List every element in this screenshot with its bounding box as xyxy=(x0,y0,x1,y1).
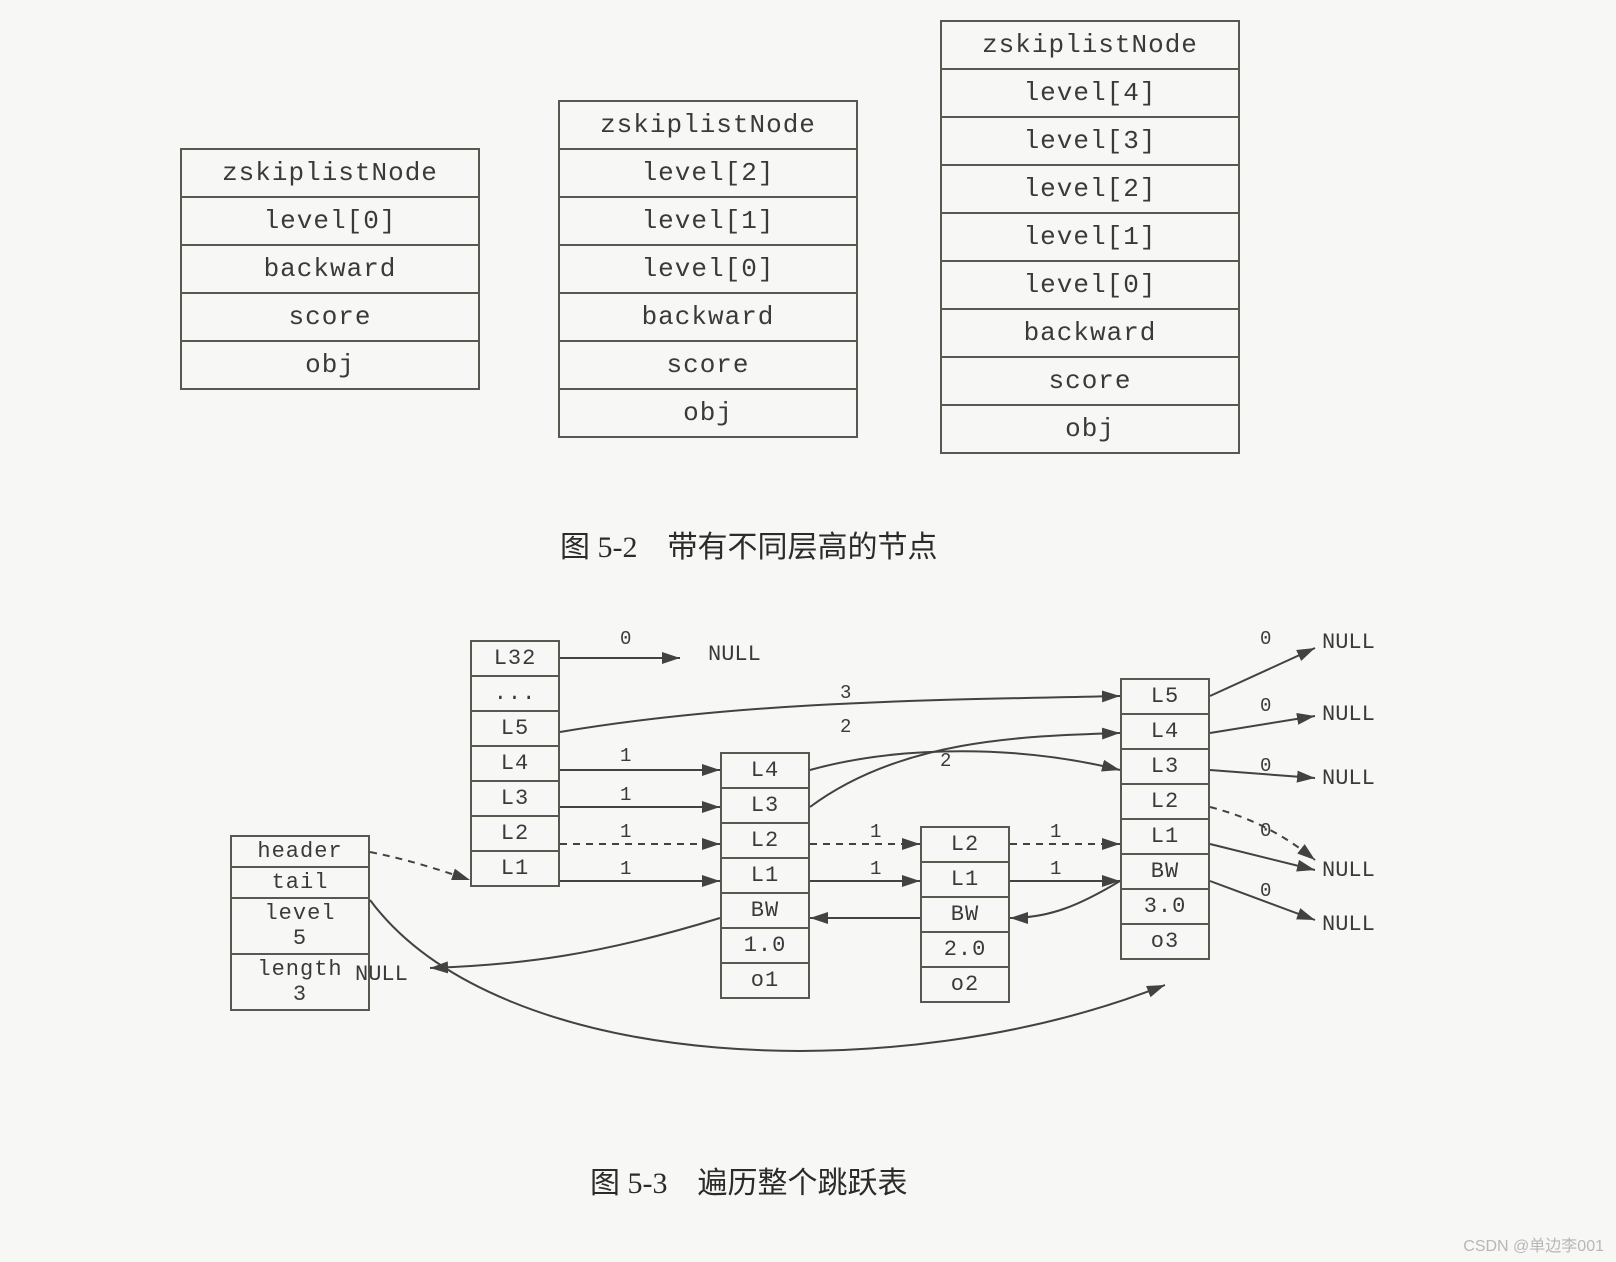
fig53-header-node: L32...L5L4L3L2L1 xyxy=(470,640,560,887)
fig52-cell: score xyxy=(181,293,479,341)
fig53-cell: L1 xyxy=(921,862,1009,897)
fig53-cell: L2 xyxy=(721,823,809,858)
edge-num: 1 xyxy=(870,858,881,880)
fig52-cell: level[4] xyxy=(941,69,1239,117)
null-label: NULL xyxy=(355,962,408,987)
fig52-node-2: zskiplistNodelevel[4]level[3]level[2]lev… xyxy=(940,20,1240,454)
fig52-cell: level[1] xyxy=(559,197,857,245)
fig52-node-1-body: zskiplistNodelevel[2]level[1]level[0]bac… xyxy=(559,101,857,437)
listbox-level: level5 xyxy=(231,898,369,954)
fig53-cell: ... xyxy=(471,676,559,711)
null-label: NULL xyxy=(1322,630,1375,655)
fig53-cell: L4 xyxy=(471,746,559,781)
watermark: CSDN @单边李001 xyxy=(1463,1232,1604,1256)
fig53-cell: L3 xyxy=(1121,749,1209,784)
fig52-cell: zskiplistNode xyxy=(181,149,479,197)
fig53-cell: 2.0 xyxy=(921,932,1009,967)
edge-num: 0 xyxy=(1260,820,1271,842)
listbox-tail: tail xyxy=(231,867,369,898)
fig52-node-1: zskiplistNodelevel[2]level[1]level[0]bac… xyxy=(558,100,858,438)
fig53-cell: L5 xyxy=(471,711,559,746)
fig53-cell: L2 xyxy=(471,816,559,851)
fig52-cell: zskiplistNode xyxy=(559,101,857,149)
fig52-cell: backward xyxy=(941,309,1239,357)
fig52-caption: 图 5-2 带有不同层高的节点 xyxy=(560,522,938,566)
fig53-cell: BW xyxy=(1121,854,1209,889)
edge-num: 2 xyxy=(840,716,851,738)
fig52-cell: backward xyxy=(181,245,479,293)
fig53-header-node-body: L32...L5L4L3L2L1 xyxy=(471,641,559,886)
fig52-cell: obj xyxy=(941,405,1239,453)
edge-num: 1 xyxy=(620,745,631,767)
edge-num: 0 xyxy=(1260,755,1271,777)
fig52-cell: zskiplistNode xyxy=(941,21,1239,69)
edge-num: 1 xyxy=(620,858,631,880)
fig53-node-0: L4L3L2L1BW1.0o1 xyxy=(720,752,810,999)
fig52-cell: level[3] xyxy=(941,117,1239,165)
edge-num: 0 xyxy=(1260,880,1271,902)
fig52-cell: level[0] xyxy=(941,261,1239,309)
fig53-node-1: L2L1BW2.0o2 xyxy=(920,826,1010,1003)
fig53-cell: L1 xyxy=(721,858,809,893)
fig53-cell: L1 xyxy=(1121,819,1209,854)
fig52-node-0: zskiplistNodelevel[0]backwardscoreobj xyxy=(180,148,480,390)
fig52-cell: obj xyxy=(181,341,479,389)
edge-num: 0 xyxy=(620,628,631,650)
fig53-cell: 3.0 xyxy=(1121,889,1209,924)
edge-num: 1 xyxy=(1050,858,1061,880)
edge-num: 0 xyxy=(1260,695,1271,717)
fig53-cell: L2 xyxy=(1121,784,1209,819)
fig53-cell: L4 xyxy=(721,753,809,788)
fig52-cell: backward xyxy=(559,293,857,341)
fig52-node-0-body: zskiplistNodelevel[0]backwardscoreobj xyxy=(181,149,479,389)
fig53-node-2: L5L4L3L2L1BW3.0o3 xyxy=(1120,678,1210,960)
fig53-cell: L3 xyxy=(721,788,809,823)
edge-num: 3 xyxy=(840,682,851,704)
fig52-cell: level[0] xyxy=(559,245,857,293)
listbox-header: header xyxy=(231,836,369,867)
fig52-cell: level[0] xyxy=(181,197,479,245)
fig52-cell: level[2] xyxy=(559,149,857,197)
fig53-cell: 1.0 xyxy=(721,928,809,963)
null-label: NULL xyxy=(1322,702,1375,727)
fig53-cell: L3 xyxy=(471,781,559,816)
edge-num: 0 xyxy=(1260,628,1271,650)
listbox-length: length3 xyxy=(231,954,369,1010)
fig53-cell: o2 xyxy=(921,967,1009,1002)
edge-num: 2 xyxy=(940,750,951,772)
fig52-node-2-body: zskiplistNodelevel[4]level[3]level[2]lev… xyxy=(941,21,1239,453)
fig53-cell: L32 xyxy=(471,641,559,676)
fig53-cell: o3 xyxy=(1121,924,1209,959)
edge-num: 1 xyxy=(870,821,881,843)
fig53-cell: L2 xyxy=(921,827,1009,862)
fig53-cell: L5 xyxy=(1121,679,1209,714)
fig53-cell: BW xyxy=(921,897,1009,932)
null-label: NULL xyxy=(1322,912,1375,937)
fig53-node-0-body: L4L3L2L1BW1.0o1 xyxy=(721,753,809,998)
fig52-cell: level[2] xyxy=(941,165,1239,213)
edge-num: 1 xyxy=(1050,821,1061,843)
fig53-cell: L1 xyxy=(471,851,559,886)
fig53-caption: 图 5-3 遍历整个跳跃表 xyxy=(590,1158,908,1202)
edge-num: 1 xyxy=(620,784,631,806)
fig52-cell: score xyxy=(559,341,857,389)
fig52-cell: obj xyxy=(559,389,857,437)
fig52-cell: level[1] xyxy=(941,213,1239,261)
fig53-cell: o1 xyxy=(721,963,809,998)
fig53-cell: BW xyxy=(721,893,809,928)
fig52-cell: score xyxy=(941,357,1239,405)
fig53-node-2-body: L5L4L3L2L1BW3.0o3 xyxy=(1121,679,1209,959)
fig53-listbox: header tail level5 length3 xyxy=(230,835,370,1011)
fig53-cell: L4 xyxy=(1121,714,1209,749)
null-label: NULL xyxy=(708,642,761,667)
null-label: NULL xyxy=(1322,858,1375,883)
null-label: NULL xyxy=(1322,766,1375,791)
edge-num: 1 xyxy=(620,821,631,843)
fig53-node-1-body: L2L1BW2.0o2 xyxy=(921,827,1009,1002)
